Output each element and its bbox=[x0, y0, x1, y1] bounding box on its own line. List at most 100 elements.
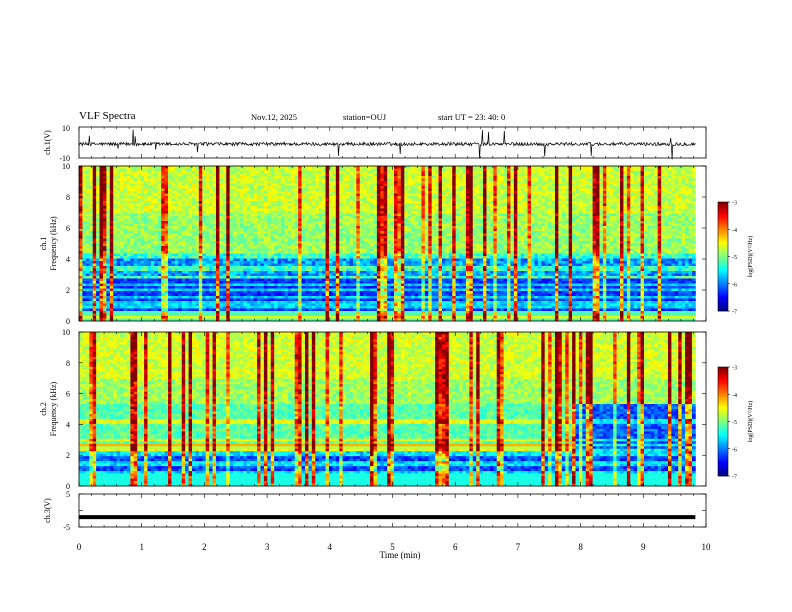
spectrogram-cell bbox=[551, 213, 556, 217]
spectrogram-cell bbox=[109, 221, 114, 224]
spectrogram-cell bbox=[270, 173, 275, 177]
spectrogram-cell bbox=[503, 181, 508, 184]
spectrogram-cell bbox=[630, 198, 635, 202]
spectrogram-cell bbox=[469, 168, 474, 172]
spectrogram-cell bbox=[404, 216, 409, 219]
spectrogram-cell bbox=[431, 213, 436, 217]
spectrogram-cell bbox=[260, 188, 265, 192]
spectrogram-cell bbox=[465, 208, 470, 212]
spectrogram-cell bbox=[414, 173, 419, 177]
spectrogram-cell bbox=[222, 223, 227, 227]
spectrogram-cell bbox=[291, 188, 296, 192]
spectrogram-cell bbox=[507, 208, 511, 212]
spectrogram-cell bbox=[541, 211, 546, 214]
spectrogram-cell bbox=[92, 221, 97, 224]
spectrogram-cell bbox=[92, 173, 97, 177]
spectrogram-cell bbox=[89, 221, 94, 224]
spectrogram-cell bbox=[548, 218, 552, 222]
spectrogram-cell bbox=[616, 181, 621, 184]
spectrogram-cell bbox=[616, 208, 621, 212]
spectrogram-cell bbox=[568, 168, 573, 172]
spectrogram-cell bbox=[599, 216, 604, 219]
spectrogram-cell bbox=[448, 211, 453, 214]
spectrogram-cell bbox=[198, 196, 203, 199]
spectrogram-cell bbox=[154, 226, 159, 229]
spectrogram-cell bbox=[633, 193, 638, 197]
spectrogram-cell bbox=[435, 193, 439, 197]
spectrogram-cell bbox=[325, 223, 330, 227]
spectrogram-cell bbox=[404, 221, 409, 224]
spectrogram-cell bbox=[92, 201, 97, 204]
spectrogram-cell bbox=[589, 223, 594, 227]
spectrogram-cell bbox=[448, 231, 453, 234]
spectrogram-cell bbox=[226, 198, 231, 202]
spectrogram-cell bbox=[530, 196, 535, 199]
spectrogram-cell bbox=[503, 171, 508, 174]
spectrogram-cell bbox=[400, 218, 405, 222]
spectrogram-cell bbox=[363, 166, 368, 169]
spectrogram-cell bbox=[445, 213, 450, 217]
spectrogram-cell bbox=[678, 203, 683, 207]
spectrogram-cell bbox=[448, 223, 453, 227]
spectrogram-cell bbox=[154, 173, 159, 177]
spectrogram-cell bbox=[359, 188, 364, 192]
spectrogram-cell bbox=[346, 213, 350, 217]
spectrogram-cell bbox=[616, 193, 621, 197]
spectrogram-cell bbox=[424, 178, 429, 182]
spectrogram-cell bbox=[318, 203, 323, 207]
spectrogram-cell bbox=[130, 216, 135, 219]
spectrogram-cell bbox=[524, 208, 528, 212]
spectrogram-cell bbox=[688, 176, 693, 179]
spectrogram-cell bbox=[356, 226, 361, 229]
spectrogram-cell bbox=[120, 168, 124, 172]
spectrogram-cell bbox=[205, 221, 210, 224]
spectrogram-cell bbox=[513, 211, 518, 214]
spectrogram-cell bbox=[633, 223, 638, 227]
spectrogram-cell bbox=[181, 228, 186, 232]
spectrogram-cell bbox=[455, 183, 460, 187]
spectrogram-cell bbox=[558, 191, 563, 194]
spectrogram-cell bbox=[400, 208, 405, 212]
spectrogram-cell bbox=[400, 178, 405, 182]
spectrogram-cell bbox=[298, 171, 302, 174]
spectrogram-cell bbox=[352, 223, 357, 227]
spectrogram-cell bbox=[599, 226, 604, 229]
spectrogram-cell bbox=[486, 223, 491, 227]
spectrogram-cell bbox=[599, 203, 604, 207]
spectrogram-cell bbox=[157, 178, 162, 182]
spectrogram-cell bbox=[620, 231, 624, 234]
spectrogram-cell bbox=[342, 196, 347, 199]
spectrogram-cell bbox=[568, 211, 573, 214]
spectrogram-cell bbox=[222, 196, 227, 199]
spectrogram-cell bbox=[281, 226, 285, 229]
spectrogram-cell bbox=[441, 216, 446, 219]
spectrogram-cell bbox=[596, 183, 600, 187]
spectrogram-cell bbox=[469, 196, 474, 199]
spectrogram-cell bbox=[315, 203, 320, 207]
spectrogram-cell bbox=[168, 226, 172, 229]
spectrogram-cell bbox=[404, 203, 409, 207]
spectrogram-cell bbox=[335, 181, 340, 184]
spectrogram-cell bbox=[483, 191, 487, 194]
spectrogram-cell bbox=[561, 223, 566, 227]
spectrogram-cell bbox=[270, 211, 275, 214]
spectrogram-cell bbox=[359, 191, 364, 194]
spectrogram-cell bbox=[633, 196, 638, 199]
spectrogram-cell bbox=[390, 211, 395, 214]
spectrogram-cell bbox=[513, 218, 518, 222]
spectrogram-cell bbox=[421, 188, 426, 192]
spectrogram-cell bbox=[243, 166, 248, 169]
spectrogram-cell bbox=[544, 228, 549, 232]
spectrogram-cell bbox=[606, 218, 611, 222]
spectrogram-cell bbox=[469, 186, 474, 189]
spectrogram-cell bbox=[688, 223, 693, 227]
spectrogram-cell bbox=[79, 198, 83, 202]
spectrogram-cell bbox=[548, 208, 552, 212]
spectrogram-cell bbox=[483, 226, 487, 229]
spectrogram-cell bbox=[106, 211, 111, 214]
spectrogram-cell bbox=[195, 228, 200, 232]
spectrogram-cell bbox=[130, 203, 135, 207]
spectrogram-cell bbox=[421, 213, 426, 217]
spectrogram-cell bbox=[616, 228, 621, 232]
spectrogram-cell bbox=[349, 188, 354, 192]
